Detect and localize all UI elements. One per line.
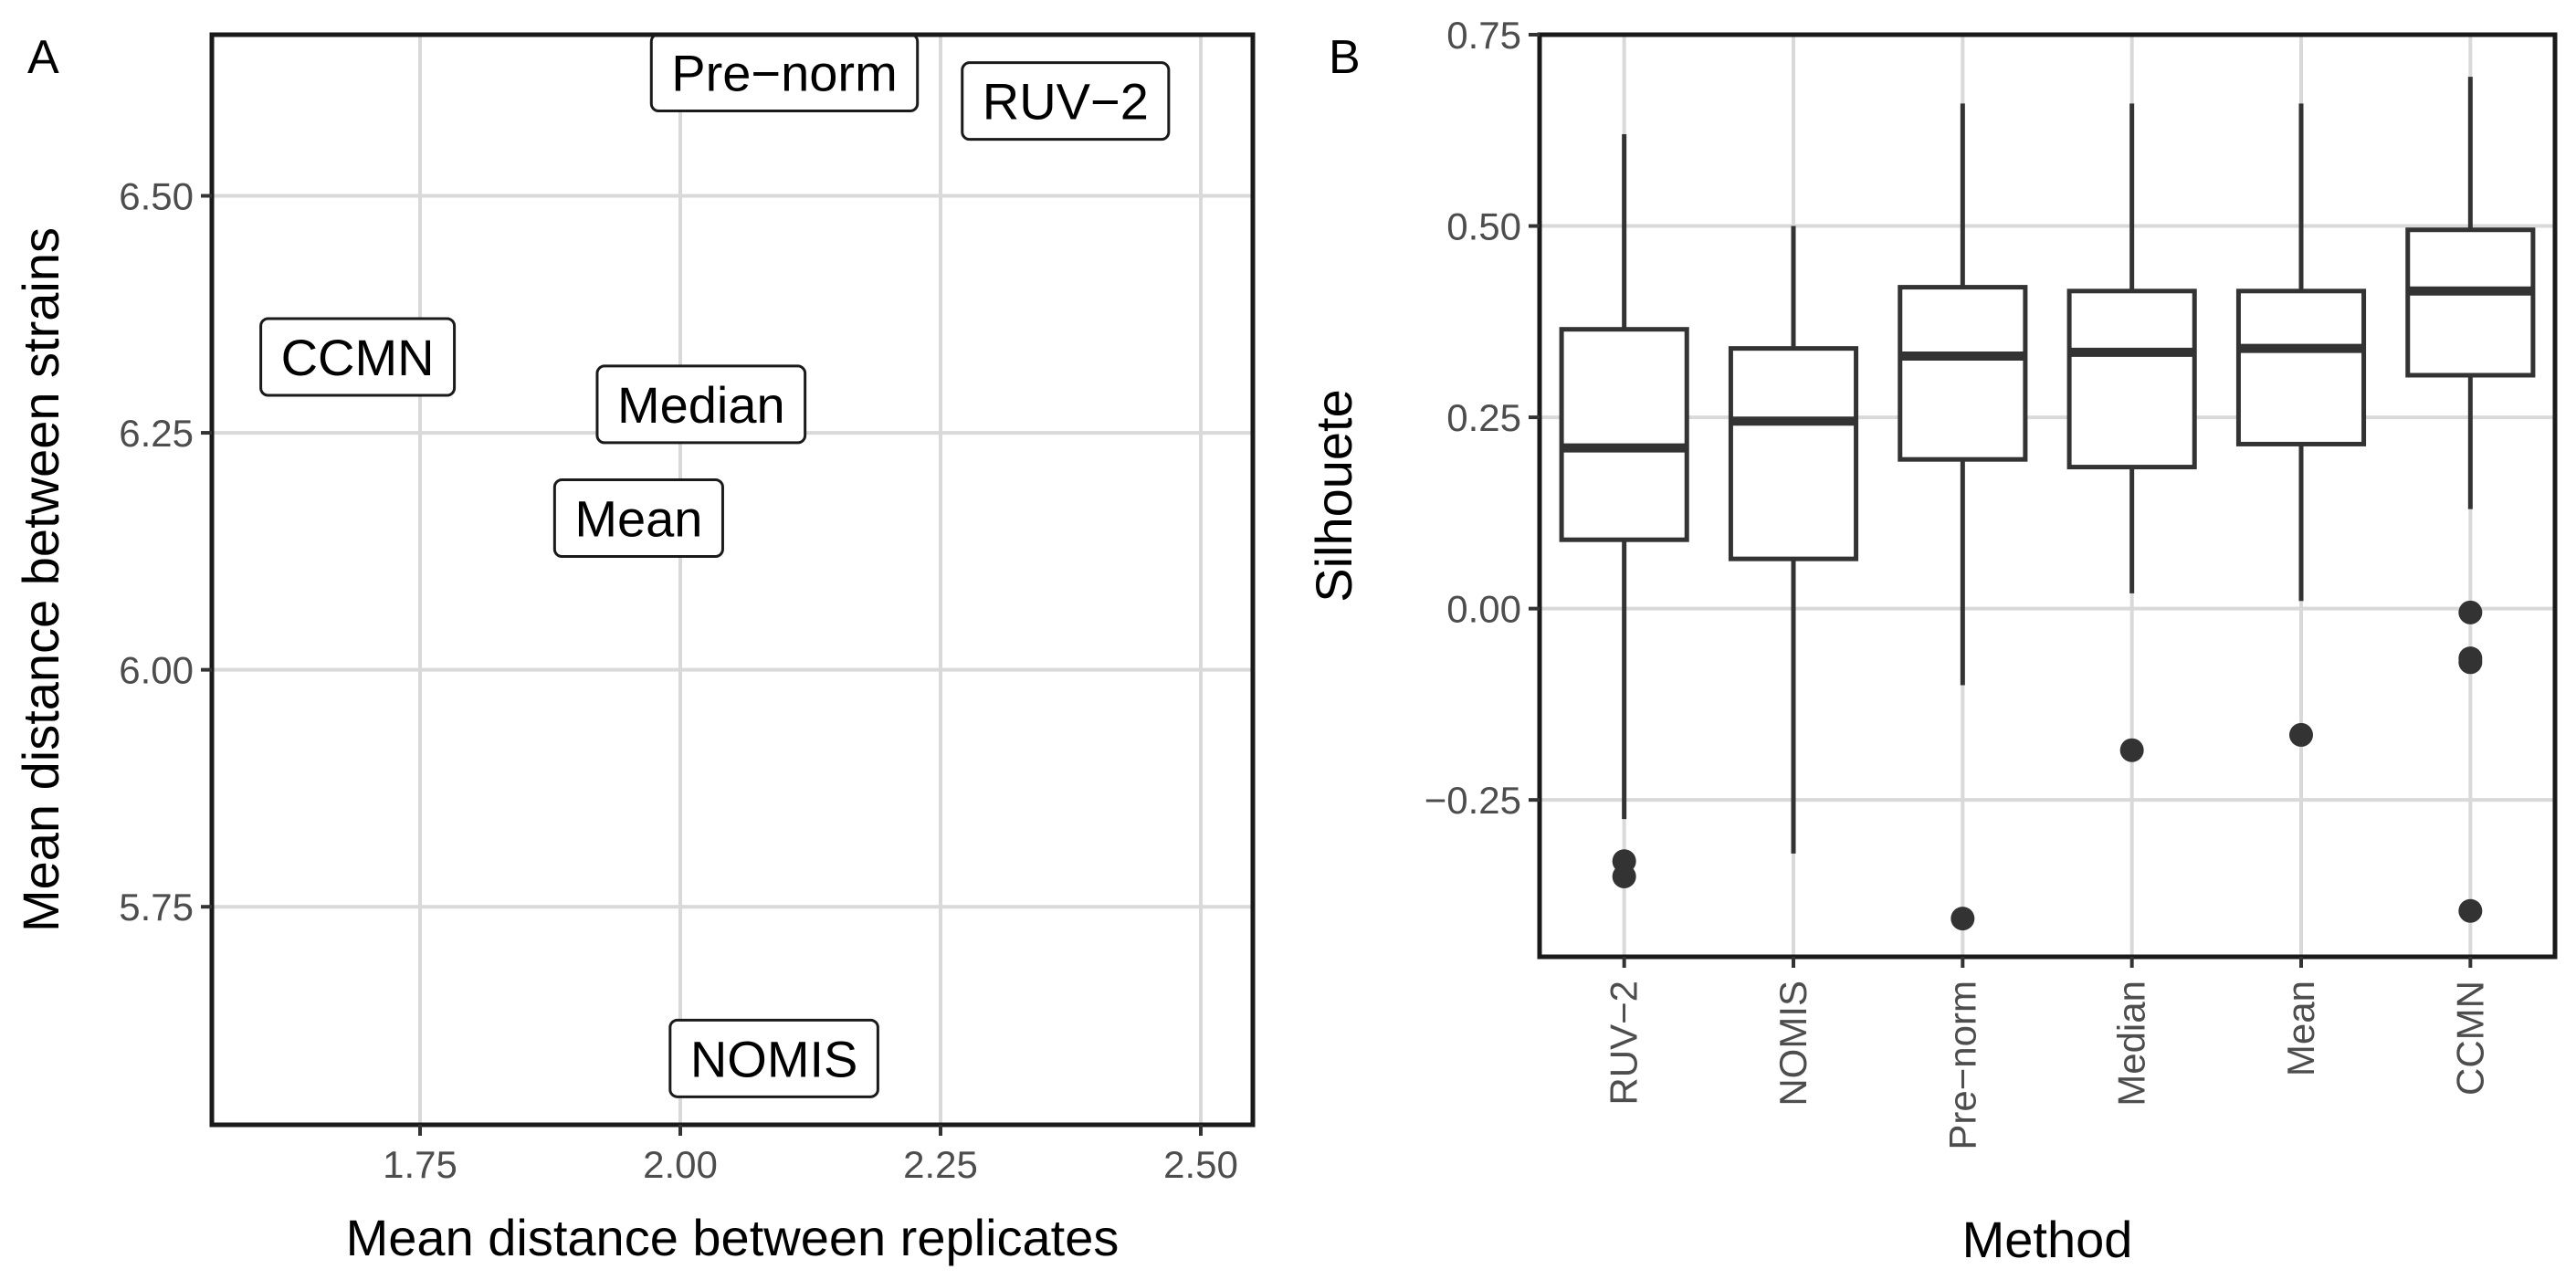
panel-b-tag: B bbox=[1329, 31, 1361, 84]
panel-a-y-tick-label: 6.00 bbox=[119, 649, 194, 692]
panel-a-point-label: Pre−norm bbox=[649, 33, 920, 113]
panel-a-tag: A bbox=[27, 31, 59, 84]
panel-b-x-tick-label: CCMN bbox=[2448, 981, 2491, 1096]
panel-a-point-label-box bbox=[259, 317, 457, 397]
panel-a-y-tick-label: 6.25 bbox=[119, 412, 194, 455]
panel-b-ticks: −0.25 0.00 0.25 0.50 0.75 RUV−2 NOMIS Pre−norm M… bbox=[1425, 14, 2492, 1150]
panel-a-point-label-text: CCMN bbox=[281, 329, 435, 386]
panel-b-box-iqr bbox=[2066, 289, 2197, 470]
panel-b-x-title: Method bbox=[1962, 1211, 2133, 1268]
panel-a-point-label-text: RUV−2 bbox=[983, 73, 1149, 131]
panel-a-point-label-text: Mean bbox=[574, 490, 702, 548]
panel-a-point-label-text: Pre−norm bbox=[671, 45, 897, 102]
panel-a-point-label-text: Median bbox=[617, 376, 785, 434]
panel-a-ticks: 1.75 2.00 2.25 2.50 5.75 6.00 6.25 6.50 bbox=[119, 175, 1238, 1186]
panel-b-x-tick-label: RUV−2 bbox=[1603, 981, 1645, 1106]
panel-a-y-title: Mean distance between strains bbox=[12, 227, 69, 932]
panel-b-y-tick-label: 0.50 bbox=[1446, 205, 1521, 248]
panel-b-gridlines bbox=[1540, 33, 2555, 957]
panel-b-outlier-point bbox=[2458, 898, 2483, 923]
panel-a-x-tick-label: 1.75 bbox=[383, 1143, 457, 1186]
panel-a-x-tick-label: 2.25 bbox=[903, 1143, 978, 1186]
panel-b-outlier-point bbox=[2289, 722, 2313, 747]
panel-a-point-label: NOMIS bbox=[668, 1018, 879, 1098]
panel-b: B −0.25 0.00 0.25 0.50 0.75 RUV−2 NOMIS Pre−nor… bbox=[1305, 14, 2558, 1268]
panel-a-x-tick-label: 2.00 bbox=[643, 1143, 718, 1186]
panel-a: A Pre−norm RUV−2 CCMN Median Mean NOMIS 1.75 2… bbox=[12, 31, 1256, 1266]
panel-a-point-label: Mean bbox=[552, 478, 724, 559]
panel-b-outlier-point bbox=[1950, 907, 1975, 931]
panel-a-x-tick-label: 2.50 bbox=[1163, 1143, 1238, 1186]
panel-b-y-title: Silhouete bbox=[1305, 389, 1362, 603]
panel-b-x-tick-label: Pre−norm bbox=[1940, 981, 1983, 1150]
panel-a-point-label: Median bbox=[595, 364, 807, 445]
panel-a-point-label: RUV−2 bbox=[961, 61, 1171, 142]
panel-b-y-tick-label: 0.25 bbox=[1446, 396, 1521, 439]
panel-a-y-tick-label: 5.75 bbox=[119, 886, 194, 929]
panel-b-y-tick-label: −0.25 bbox=[1425, 779, 1521, 822]
panel-a-point-label-text: NOMIS bbox=[690, 1030, 858, 1087]
panel-a-point-label-box bbox=[595, 364, 807, 445]
panel-b-box-iqr bbox=[2235, 289, 2367, 446]
panel-a-point-label-box bbox=[552, 478, 724, 559]
panel-a-point-label: CCMN bbox=[259, 317, 457, 397]
panel-b-box-1 bbox=[1728, 226, 1859, 854]
panel-a-point-label-box bbox=[961, 61, 1171, 142]
panel-b-box-4 bbox=[2235, 103, 2367, 747]
panel-a-y-tick-label: 6.50 bbox=[119, 175, 194, 218]
panel-b-frame bbox=[1537, 32, 2558, 960]
panel-b-box-2 bbox=[1898, 103, 2028, 931]
panel-b-outlier-point bbox=[2458, 650, 2483, 675]
panel-a-frame bbox=[209, 32, 1256, 1128]
panel-a-gridlines bbox=[212, 35, 1253, 1125]
panel-a-point-labels: Pre−norm RUV−2 CCMN Median Mean NOMIS bbox=[259, 33, 1171, 1098]
panel-b-x-tick-label: NOMIS bbox=[1772, 981, 1814, 1107]
panel-b-x-tick-label: Median bbox=[2110, 981, 2153, 1107]
panel-a-point-label-box bbox=[668, 1018, 879, 1098]
panel-b-box-iqr bbox=[2405, 227, 2536, 378]
panel-b-box-3 bbox=[2066, 103, 2197, 762]
panel-b-x-tick-label: Mean bbox=[2279, 981, 2322, 1076]
panel-b-boxes bbox=[1559, 77, 2536, 931]
panel-b-box-0 bbox=[1559, 133, 1689, 888]
panel-b-outlier-point bbox=[2119, 738, 2144, 762]
panel-b-box-iqr bbox=[1728, 346, 1859, 561]
panel-b-outlier-point bbox=[2458, 600, 2483, 624]
panel-b-box-iqr bbox=[1559, 327, 1689, 542]
panel-b-box-iqr bbox=[1898, 285, 2028, 462]
panel-b-y-tick-label: 0.75 bbox=[1446, 14, 1521, 57]
panel-b-box-5 bbox=[2405, 77, 2536, 923]
panel-a-x-title: Mean distance between replicates bbox=[346, 1209, 1120, 1266]
panel-b-outlier-point bbox=[1612, 864, 1636, 888]
panel-b-y-tick-label: 0.00 bbox=[1446, 588, 1521, 631]
